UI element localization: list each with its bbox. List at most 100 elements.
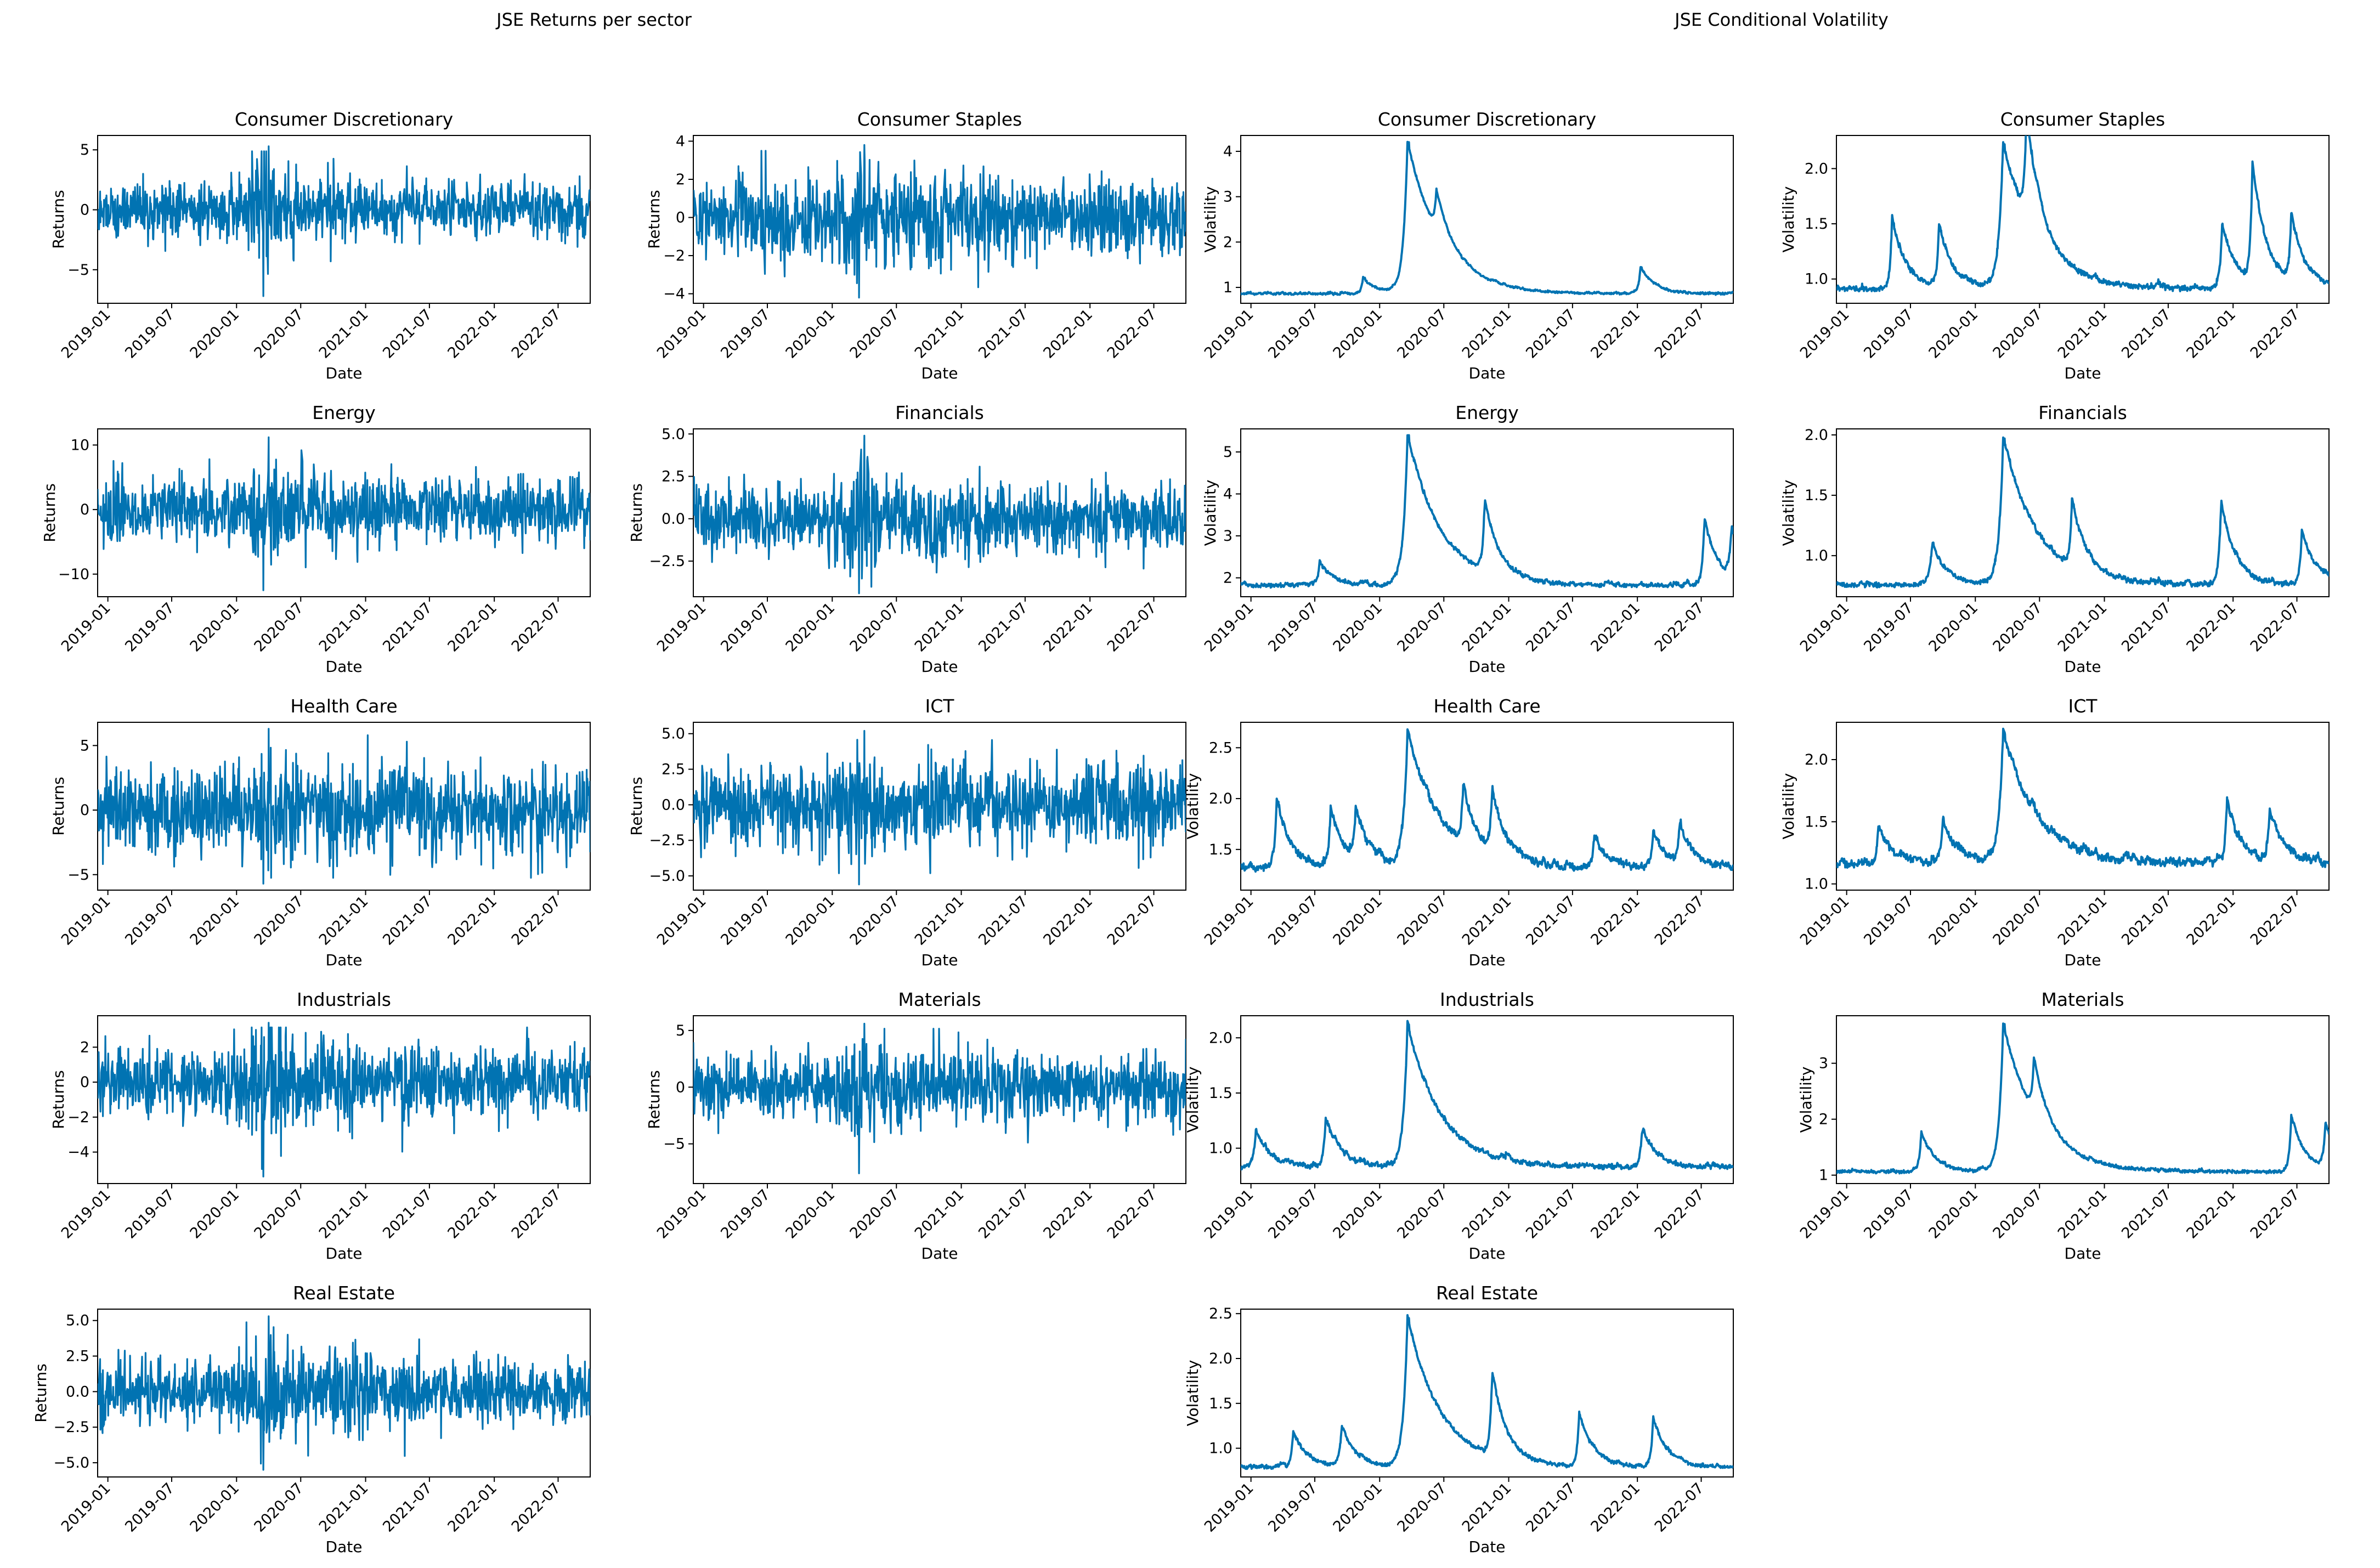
x-axis-label: Date bbox=[922, 364, 958, 382]
series-line-ict bbox=[1836, 727, 2329, 869]
subplot-title: ICT bbox=[2068, 695, 2098, 717]
series-line-real-estate bbox=[98, 1315, 590, 1471]
y-axis-label: Returns bbox=[645, 190, 663, 249]
y-tick-label: −2 bbox=[663, 247, 685, 264]
y-tick-label: 0 bbox=[676, 210, 685, 227]
y-axis-label: Volatility bbox=[1779, 480, 1797, 546]
series-line-energy bbox=[1241, 434, 1733, 589]
subplot-title: Consumer Staples bbox=[2000, 109, 2165, 130]
series-line-ict bbox=[693, 730, 1186, 886]
subplot-title: Consumer Discretionary bbox=[235, 109, 453, 130]
subplot-title: Consumer Discretionary bbox=[1378, 109, 1596, 130]
series-line-materials bbox=[1836, 1022, 2329, 1175]
y-axis-label: Returns bbox=[49, 777, 67, 836]
series-line-consumer-discretionary bbox=[1241, 140, 1733, 296]
subplot-title: Industrials bbox=[297, 989, 391, 1010]
y-tick-label: −4 bbox=[663, 286, 685, 303]
subplot-title: Health Care bbox=[1433, 695, 1540, 717]
y-tick-label: 5.0 bbox=[662, 726, 685, 743]
y-tick-label: 1.0 bbox=[1805, 271, 1828, 288]
y-tick-label: 10 bbox=[71, 437, 89, 454]
y-tick-label: 1.0 bbox=[1209, 1440, 1233, 1457]
x-axis-label: Date bbox=[2065, 364, 2101, 382]
y-axis-label: Returns bbox=[627, 777, 646, 836]
y-tick-label: 5 bbox=[676, 1022, 685, 1039]
y-tick-label: 1.5 bbox=[1209, 1085, 1233, 1102]
x-axis-label: Date bbox=[1469, 1538, 1506, 1556]
y-tick-label: 0 bbox=[80, 802, 89, 819]
y-axis-label: Volatility bbox=[1797, 1067, 1815, 1133]
y-tick-label: 5.0 bbox=[66, 1312, 89, 1329]
y-tick-label: 2.0 bbox=[1209, 790, 1233, 807]
series-line-financials bbox=[693, 434, 1186, 595]
series-line-health-care bbox=[1241, 728, 1733, 873]
y-tick-label: 5 bbox=[80, 141, 89, 159]
y-tick-label: 4 bbox=[1223, 486, 1233, 503]
y-tick-label: 3 bbox=[1223, 189, 1233, 206]
series-line-health-care bbox=[98, 728, 590, 885]
x-axis-label: Date bbox=[326, 1244, 363, 1263]
y-tick-label: −2.5 bbox=[649, 832, 685, 849]
x-axis-label: Date bbox=[922, 1244, 958, 1263]
y-axis-label: Returns bbox=[49, 190, 67, 249]
subplot-title: Materials bbox=[2041, 989, 2124, 1010]
subplot-title: Financials bbox=[895, 402, 984, 423]
y-tick-label: −2.5 bbox=[649, 553, 685, 570]
y-tick-label: −5.0 bbox=[53, 1454, 89, 1471]
subplot-title: Energy bbox=[312, 402, 376, 423]
subplot-title: Real Estate bbox=[1436, 1282, 1538, 1304]
series-line-industrials bbox=[98, 1022, 590, 1178]
x-axis-label: Date bbox=[1469, 1244, 1506, 1263]
y-axis-label: Volatility bbox=[1779, 186, 1797, 253]
y-tick-label: 2 bbox=[1819, 1111, 1828, 1128]
subplot-title: Real Estate bbox=[293, 1282, 395, 1304]
y-axis-label: Volatility bbox=[1201, 186, 1219, 253]
subplot-title: Financials bbox=[2038, 402, 2127, 423]
y-tick-label: 2.0 bbox=[1805, 160, 1828, 177]
subplot-title: Consumer Staples bbox=[857, 109, 1022, 130]
subplot-title: Health Care bbox=[290, 695, 397, 717]
y-axis-label: Returns bbox=[645, 1070, 663, 1129]
y-tick-label: 2.0 bbox=[1805, 751, 1828, 768]
y-tick-label: 0.0 bbox=[66, 1383, 89, 1400]
y-tick-label: 2 bbox=[80, 1039, 89, 1056]
plot-area bbox=[1240, 1309, 1734, 1478]
y-tick-label: 2 bbox=[1223, 570, 1233, 587]
y-tick-label: 2.5 bbox=[66, 1348, 89, 1365]
x-axis-label: Date bbox=[1469, 364, 1506, 382]
y-axis-label: Volatility bbox=[1201, 480, 1219, 546]
x-axis-label: Date bbox=[1469, 658, 1506, 676]
y-tick-label: −5.0 bbox=[649, 868, 685, 885]
y-tick-label: 1.5 bbox=[1805, 813, 1828, 830]
y-tick-label: 0 bbox=[80, 202, 89, 219]
figure-title-volatility: JSE Conditional Volatility bbox=[1674, 9, 1889, 30]
subplot-title: Industrials bbox=[1440, 989, 1534, 1010]
y-axis-label: Returns bbox=[32, 1363, 50, 1423]
x-axis-label: Date bbox=[2065, 1244, 2101, 1263]
y-tick-label: 1.5 bbox=[1209, 1395, 1233, 1412]
y-tick-label: 5 bbox=[80, 737, 89, 754]
x-axis-label: Date bbox=[326, 364, 363, 382]
y-tick-label: 0.0 bbox=[662, 511, 685, 528]
plot-area bbox=[1836, 428, 2330, 597]
y-tick-label: 0 bbox=[80, 1074, 89, 1091]
plot-area bbox=[1836, 135, 2330, 304]
y-tick-label: 0 bbox=[80, 501, 89, 518]
y-tick-label: 1.5 bbox=[1805, 216, 1828, 233]
y-tick-label: −2 bbox=[67, 1109, 89, 1126]
series-line-consumer-staples bbox=[693, 144, 1186, 299]
subplot-title: Materials bbox=[898, 989, 981, 1010]
y-axis-label: Returns bbox=[41, 483, 59, 542]
series-line-financials bbox=[1836, 436, 2329, 589]
series-line-materials bbox=[693, 1022, 1186, 1174]
series-line-consumer-discretionary bbox=[98, 145, 590, 297]
y-tick-label: 4 bbox=[1223, 143, 1233, 160]
y-axis-label: Volatility bbox=[1184, 773, 1202, 840]
y-tick-label: 1.0 bbox=[1805, 547, 1828, 564]
series-line-real-estate bbox=[1241, 1314, 1733, 1470]
y-tick-label: 2.5 bbox=[1209, 1305, 1233, 1322]
